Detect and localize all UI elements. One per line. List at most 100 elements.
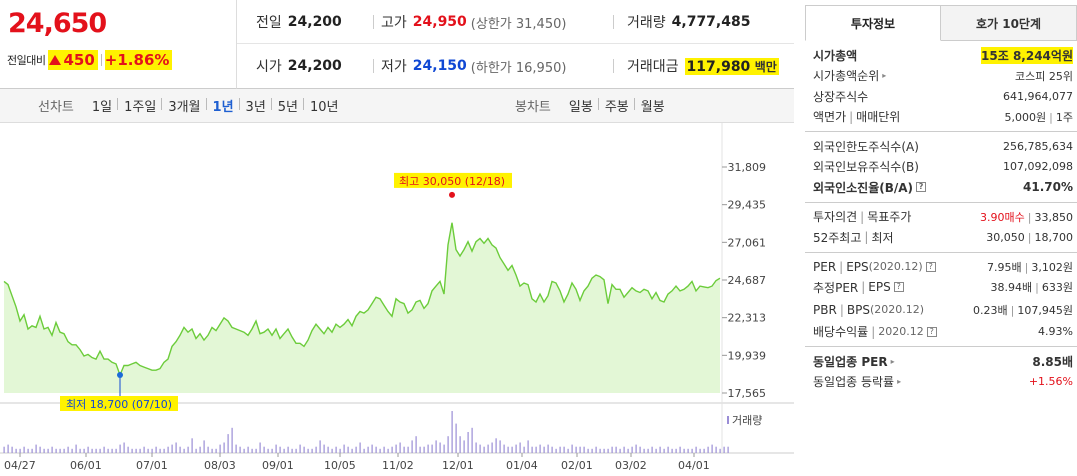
arrow-right-icon: ▸ — [882, 71, 887, 81]
volume-bar — [611, 446, 613, 453]
help-icon[interactable]: ? — [893, 282, 904, 293]
pbr-value: 0.23배 — [973, 303, 1008, 317]
volume-bar — [367, 446, 369, 453]
volume-bar — [675, 448, 677, 453]
up-triangle-icon — [49, 55, 62, 65]
per-value: 7.95배 — [987, 260, 1022, 274]
y-tick-label: 27,061 — [728, 236, 767, 249]
help-icon[interactable]: ? — [916, 182, 927, 193]
volume-bar — [251, 448, 253, 453]
stat-value: 24,200 — [287, 14, 342, 30]
divider: | — [849, 109, 854, 124]
volume-bar — [455, 423, 457, 453]
tab-1w[interactable]: 1주일 — [117, 96, 162, 115]
tab-3y[interactable]: 3년 — [238, 96, 272, 115]
foreign-limit-value: 256,785,634 — [1003, 139, 1073, 153]
tab-5y[interactable]: 5년 — [270, 96, 304, 115]
volume-bar — [679, 446, 681, 453]
volume-bar — [23, 446, 25, 453]
volume-bar — [419, 446, 421, 453]
volume-bar — [259, 442, 261, 453]
volume-bar — [7, 444, 9, 453]
volume-bar — [387, 448, 389, 453]
price-area-fill — [4, 222, 720, 393]
dividend-label: 배당수익률 — [813, 325, 869, 340]
volume-bar — [167, 446, 169, 453]
row-sector-rate: 동일업종 등락률 ▸ +1.56% — [813, 372, 1073, 393]
tab-monthly-candle[interactable]: 월봉 — [633, 96, 671, 115]
volume-bar — [335, 446, 337, 453]
volume-bar — [535, 446, 537, 453]
volume-bar — [591, 448, 593, 453]
par-label: 액면가 — [813, 110, 847, 125]
volume-bar — [239, 446, 241, 453]
volume-bar — [395, 444, 397, 453]
target-label: 목표주가 — [867, 210, 912, 225]
volume-bar — [615, 446, 617, 453]
volume-bar — [39, 446, 41, 453]
shares-label: 상장주식수 — [813, 89, 869, 104]
sector-rate-label[interactable]: 동일업종 등락률 — [813, 375, 895, 390]
volume-bar — [703, 448, 705, 453]
tab-10y[interactable]: 10년 — [303, 96, 345, 115]
week52-high-value: 30,050 — [986, 230, 1025, 244]
volume-bar — [399, 442, 401, 453]
help-icon[interactable]: ? — [925, 261, 936, 272]
volume-bar — [135, 448, 137, 453]
tab-3m[interactable]: 3개월 — [161, 96, 206, 115]
tab-investment-info[interactable]: 투자정보 — [805, 5, 941, 41]
volume-bar — [271, 448, 273, 453]
x-tick-label: 11/02 — [382, 459, 414, 472]
stat-label: 전일 — [256, 15, 282, 31]
volume-bar — [79, 448, 81, 453]
volume-bar — [191, 438, 193, 453]
volume-bar — [59, 448, 61, 453]
volume-bar — [715, 446, 717, 453]
volume-bar — [563, 446, 565, 453]
market-cap-rank-value: 코스피 25위 — [1015, 69, 1073, 83]
tab-daily-candle[interactable]: 일봉 — [568, 100, 593, 115]
volume-bar — [511, 446, 513, 453]
row-market-cap-rank: 시가총액순위 ▸ 코스피 25위 — [813, 66, 1073, 87]
market-cap-rank-label[interactable]: 시가총액순위 — [813, 69, 880, 84]
candle-chart-label: 봉차트 — [515, 100, 551, 115]
volume-bar — [483, 446, 485, 453]
volume-bar — [635, 444, 637, 453]
dividend-value: 4.93% — [1038, 325, 1073, 339]
volume-bar — [175, 442, 177, 453]
volume-bar — [291, 448, 293, 453]
tab-weekly-candle[interactable]: 주봉 — [597, 96, 635, 115]
volume-bar — [243, 448, 245, 453]
divider: | — [1024, 260, 1029, 274]
change-amount: 450 — [48, 50, 98, 70]
volume-bar — [443, 444, 445, 453]
divider: | — [860, 209, 865, 224]
volume-bar — [415, 436, 417, 453]
tab-1y[interactable]: 1년 — [205, 96, 240, 115]
info-section-opinion: 투자의견 | 목표주가 3.90매수 | 33,850 52주최고 | 최저 30,050 |… — [805, 203, 1077, 253]
row-opinion: 투자의견 | 목표주가 3.90매수 | 33,850 — [813, 207, 1073, 228]
eps-value: 3,102원 — [1031, 260, 1073, 274]
volume-bar — [279, 446, 281, 453]
min-price-annotation: 최저 18,700 (07/10) — [66, 398, 172, 411]
volume-bar — [299, 444, 301, 453]
volume-bar — [355, 446, 357, 453]
tab-order-book[interactable]: 호가 10단계 — [941, 5, 1077, 41]
x-tick-label: 09/01 — [262, 459, 294, 472]
sector-per-label[interactable]: 동일업종 PER — [813, 354, 888, 369]
volume-bar — [295, 448, 297, 453]
volume-bar — [575, 446, 577, 453]
volume-bar — [499, 440, 501, 453]
current-price: 24,650 — [8, 8, 107, 39]
row-52week: 52주최고 | 최저 30,050 | 18,700 — [813, 227, 1073, 248]
stat-prev-close: 전일 24,200 — [237, 0, 373, 44]
eps-date: (2020.12) — [868, 260, 923, 274]
help-icon[interactable]: ? — [926, 326, 937, 337]
volume-bar — [495, 438, 497, 453]
tab-1d[interactable]: 1일 — [91, 100, 113, 115]
info-tabs: 투자정보 호가 10단계 — [805, 5, 1077, 41]
stat-volume: 거래량 4,777,485 — [613, 0, 794, 44]
volume-bar — [587, 448, 589, 453]
volume-bar — [183, 448, 185, 453]
x-tick-label: 06/01 — [70, 459, 102, 472]
